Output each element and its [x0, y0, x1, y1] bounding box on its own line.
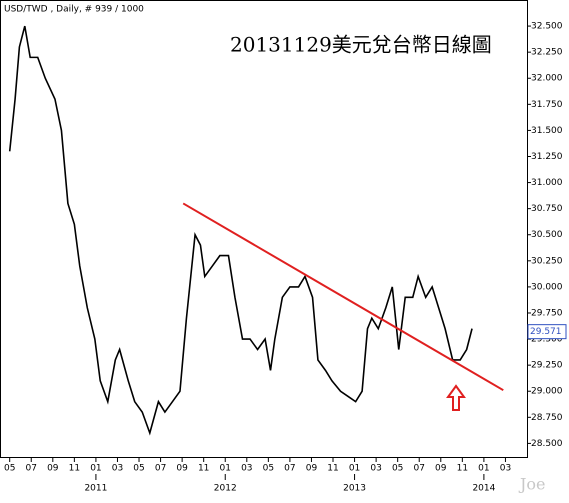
x-tick-label: 03 — [370, 464, 381, 474]
y-tick-label: 30.000 — [531, 282, 563, 292]
year-label: 2012 — [214, 484, 237, 494]
y-tick-label: 28.500 — [531, 439, 563, 449]
last-value-label: 29.571 — [530, 327, 562, 337]
x-tick-label: 03 — [241, 464, 252, 474]
y-tick-label: 29.250 — [531, 361, 563, 371]
y-tick-label: 30.750 — [531, 204, 563, 214]
arrow — [446, 384, 466, 411]
x-tick-label: 07 — [155, 464, 166, 474]
y-tick-label: 29.500 — [531, 335, 563, 345]
x-tick-label: 01 — [90, 464, 101, 474]
y-tick-label: 32.500 — [531, 22, 563, 32]
x-tick-label: 11 — [69, 464, 80, 474]
y-tick-label: 28.750 — [531, 413, 563, 423]
chart-title: 20131129美元兌台幣日線圖 — [230, 33, 492, 57]
x-tick-label: 03 — [500, 464, 511, 474]
watermark: Joe — [518, 475, 546, 494]
y-tick-label: 30.500 — [531, 230, 563, 240]
x-tick-label: 09 — [176, 464, 188, 474]
x-tick-label: 11 — [457, 464, 468, 474]
plot-frame — [0, 0, 528, 458]
y-tick-label: 31.250 — [531, 152, 563, 162]
year-label: 2011 — [84, 484, 107, 494]
year-label: 2014 — [472, 484, 495, 494]
x-tick-label: 11 — [327, 464, 338, 474]
y-tick-label: 30.250 — [531, 256, 563, 266]
x-tick-label: 05 — [4, 464, 15, 474]
y-tick-label: 31.750 — [531, 100, 563, 110]
x-tick-label: 07 — [26, 464, 37, 474]
x-tick-label: 07 — [284, 464, 295, 474]
x-tick-label: 05 — [392, 464, 403, 474]
last-value-box — [527, 324, 567, 340]
year-label: 2013 — [343, 484, 366, 494]
y-tick-label: 31.500 — [531, 126, 563, 136]
x-tick-label: 05 — [263, 464, 274, 474]
x-tick-label: 03 — [112, 464, 123, 474]
x-tick-label: 01 — [220, 464, 231, 474]
x-tick-label: 09 — [306, 464, 318, 474]
x-tick-label: 01 — [349, 464, 360, 474]
y-tick-label: 32.250 — [531, 48, 563, 58]
x-tick-label: 09 — [47, 464, 59, 474]
x-tick-label: 11 — [198, 464, 209, 474]
chart-header: USD/TWD , Daily, # 939 / 1000 — [4, 5, 144, 15]
x-tick-label: 01 — [478, 464, 489, 474]
x-tick-label: 09 — [435, 464, 447, 474]
trend-line — [182, 202, 504, 392]
y-tick-label: 31.000 — [531, 178, 563, 188]
x-tick-label: 05 — [133, 464, 144, 474]
y-tick-label: 32.000 — [531, 74, 563, 84]
x-tick-label: 07 — [414, 464, 425, 474]
y-tick-label: 29.000 — [531, 387, 563, 397]
y-tick-label: 29.750 — [531, 308, 563, 318]
price-line — [8, 25, 473, 436]
